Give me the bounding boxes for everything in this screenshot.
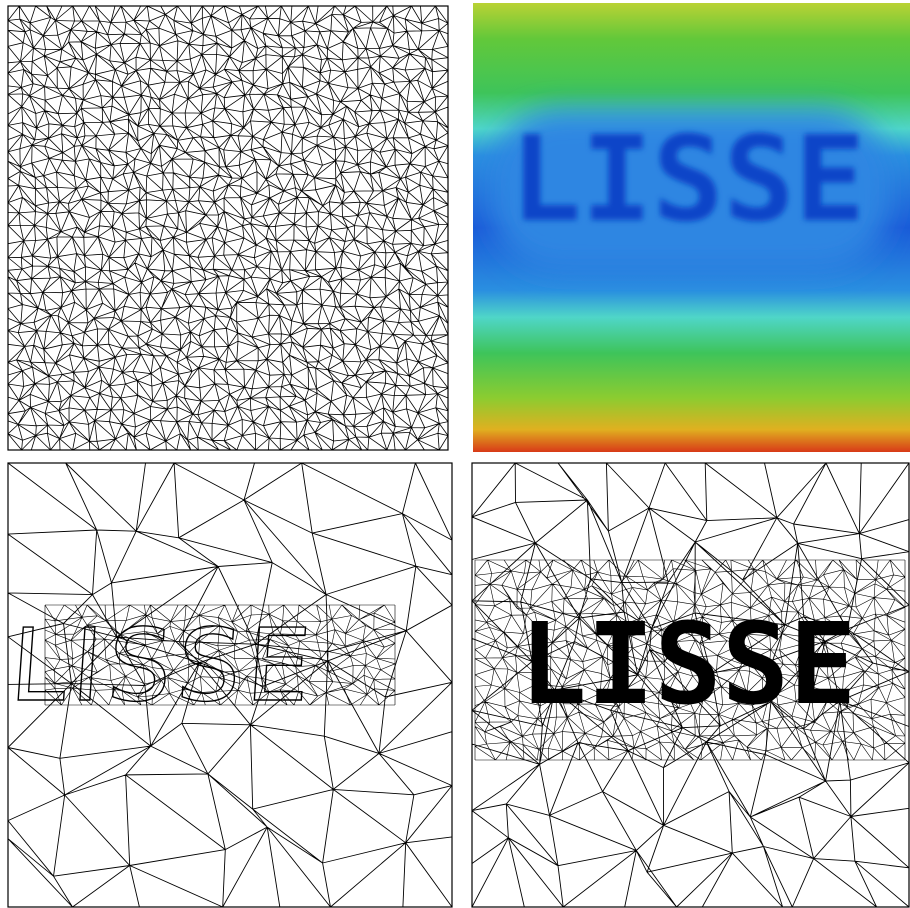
- band-mesh: [474, 559, 906, 761]
- field-halo: [490, 110, 890, 270]
- mesh-word: LISSE: [519, 600, 856, 730]
- field-panel: LISSE: [473, 3, 910, 452]
- field-word: LISSE: [510, 110, 865, 248]
- panel-border: [7, 462, 453, 908]
- panel-border: [471, 462, 910, 908]
- panel-border: [7, 5, 449, 451]
- coarse-mesh-word: LISSE: [7, 607, 320, 724]
- meshes: [7, 5, 910, 908]
- letter-mesh: [44, 604, 396, 706]
- fine-mesh: [7, 5, 449, 451]
